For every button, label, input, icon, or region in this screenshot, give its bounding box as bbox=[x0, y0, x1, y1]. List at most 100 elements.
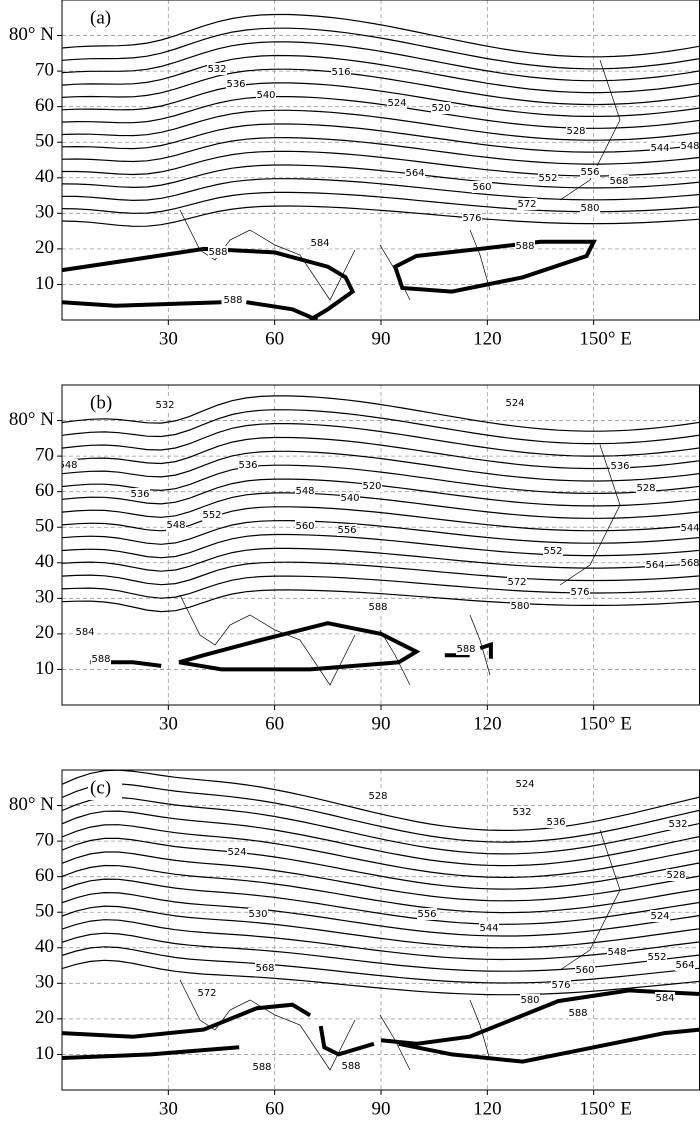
contour-label: 584 bbox=[310, 238, 329, 249]
label-bg bbox=[456, 643, 476, 655]
contour-line bbox=[62, 450, 700, 482]
label-bg bbox=[517, 198, 537, 210]
contour-label: 544 bbox=[680, 523, 699, 534]
contour-label: 552 bbox=[538, 173, 557, 184]
contour-588 bbox=[245, 300, 318, 320]
contour-label: 588 bbox=[515, 241, 534, 252]
contour-label: 530 bbox=[248, 909, 267, 920]
label-bg bbox=[310, 237, 330, 249]
x-tick-label: 150° E bbox=[579, 713, 631, 734]
y-tick-label: 40 bbox=[35, 551, 54, 572]
label-bg bbox=[248, 908, 268, 920]
label-bg bbox=[645, 559, 665, 571]
label-bg bbox=[610, 460, 630, 472]
contour-label: 524 bbox=[387, 98, 406, 109]
contour-line bbox=[62, 178, 700, 202]
contour-label: 536 bbox=[546, 817, 565, 828]
contour-line bbox=[62, 533, 700, 559]
contour-label: 548 bbox=[607, 947, 626, 958]
coastline bbox=[179, 829, 621, 1071]
contour-line bbox=[62, 946, 700, 984]
label-bg bbox=[655, 992, 675, 1004]
label-bg bbox=[607, 946, 627, 958]
y-tick-label: 10 bbox=[35, 658, 54, 679]
label-bg bbox=[510, 600, 530, 612]
contour-588 bbox=[380, 988, 700, 1046]
label-bg bbox=[520, 994, 540, 1006]
contour-line bbox=[62, 783, 700, 843]
contour-label: 580 bbox=[580, 203, 599, 214]
contour-label: 556 bbox=[417, 909, 436, 920]
contour-label: 568 bbox=[609, 176, 628, 187]
label-bg bbox=[295, 485, 315, 497]
label-bg bbox=[543, 545, 563, 557]
label-bg bbox=[680, 522, 700, 534]
contour-line bbox=[62, 492, 700, 519]
x-tick-label: 120 bbox=[473, 1098, 502, 1119]
contour-label: 524 bbox=[227, 847, 246, 858]
contour-label: 576 bbox=[551, 980, 570, 991]
map-panel: 524 528 532 536 532 524 528 530 556 544 524 548 552 5… bbox=[62, 770, 700, 1090]
contour-label: 584 bbox=[655, 993, 674, 1004]
label-bg bbox=[515, 778, 535, 790]
y-tick-label: 10 bbox=[35, 273, 54, 294]
label-bg bbox=[647, 951, 667, 963]
contour-label: 528 bbox=[666, 870, 685, 881]
label-bg bbox=[575, 964, 595, 976]
label-bg bbox=[538, 172, 558, 184]
label-bg bbox=[362, 480, 382, 492]
label-bg bbox=[568, 1007, 588, 1019]
contour-line bbox=[62, 919, 700, 961]
contour-line bbox=[62, 109, 700, 141]
contour-line bbox=[62, 423, 700, 457]
contour-label: 548 bbox=[295, 486, 314, 497]
contour-line bbox=[62, 959, 700, 996]
label-bg bbox=[238, 459, 258, 471]
x-tick-label: 150° E bbox=[579, 328, 631, 349]
label-bg bbox=[166, 519, 186, 531]
contour-line bbox=[62, 27, 700, 70]
contour-label: 560 bbox=[472, 182, 491, 193]
contour-label: 588 bbox=[252, 1062, 271, 1073]
y-tick-label: 20 bbox=[35, 1007, 54, 1028]
x-tick-label: 60 bbox=[265, 1098, 284, 1119]
contour-line bbox=[62, 68, 700, 106]
y-tick-label: 70 bbox=[35, 59, 54, 80]
label-bg bbox=[566, 125, 586, 137]
contour-line bbox=[62, 878, 700, 925]
panel-label: (b) bbox=[90, 392, 112, 413]
contour-label: 536 bbox=[610, 461, 629, 472]
y-tick-label: 60 bbox=[35, 480, 54, 501]
contour-label: 588 bbox=[456, 644, 475, 655]
label-bg bbox=[368, 601, 388, 613]
contour-label: 516 bbox=[331, 67, 350, 78]
contour-line bbox=[62, 824, 700, 879]
contour-588 bbox=[62, 300, 222, 308]
contour-label: 572 bbox=[507, 577, 526, 588]
label-bg bbox=[636, 482, 656, 494]
label-bg bbox=[507, 576, 527, 588]
contour-label: 580 bbox=[520, 995, 539, 1006]
contour-line bbox=[62, 409, 700, 445]
x-tick-label: 150° E bbox=[579, 1098, 631, 1119]
contour-588 bbox=[318, 1025, 375, 1057]
contour-line bbox=[62, 561, 700, 586]
contour-line bbox=[62, 547, 700, 572]
label-bg bbox=[666, 869, 686, 881]
label-bg bbox=[252, 1061, 272, 1073]
y-tick-label: 10 bbox=[35, 1043, 54, 1064]
x-tick-label: 90 bbox=[372, 1098, 391, 1119]
label-bg bbox=[227, 846, 247, 858]
label-bg bbox=[609, 175, 629, 187]
y-tick-label: 40 bbox=[35, 166, 54, 187]
label-bg bbox=[226, 78, 246, 90]
label-bg bbox=[570, 586, 590, 598]
contour-label: 576 bbox=[570, 587, 589, 598]
contour-label: 536 bbox=[226, 79, 245, 90]
contour-588 bbox=[398, 1027, 700, 1064]
label-bg bbox=[387, 97, 407, 109]
label-bg bbox=[62, 459, 78, 471]
x-tick-label: 30 bbox=[159, 1098, 178, 1119]
